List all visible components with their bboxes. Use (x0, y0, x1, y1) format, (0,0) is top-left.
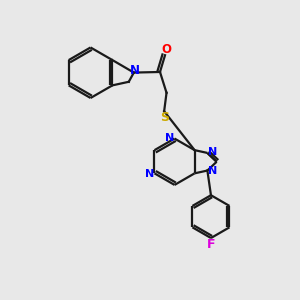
Text: S: S (160, 111, 169, 124)
Text: N: N (145, 169, 154, 179)
Text: O: O (161, 43, 171, 56)
Text: N: N (165, 133, 174, 143)
Text: N: N (129, 64, 140, 77)
Text: F: F (207, 238, 215, 251)
Text: N: N (208, 167, 217, 176)
Text: N: N (208, 147, 217, 157)
